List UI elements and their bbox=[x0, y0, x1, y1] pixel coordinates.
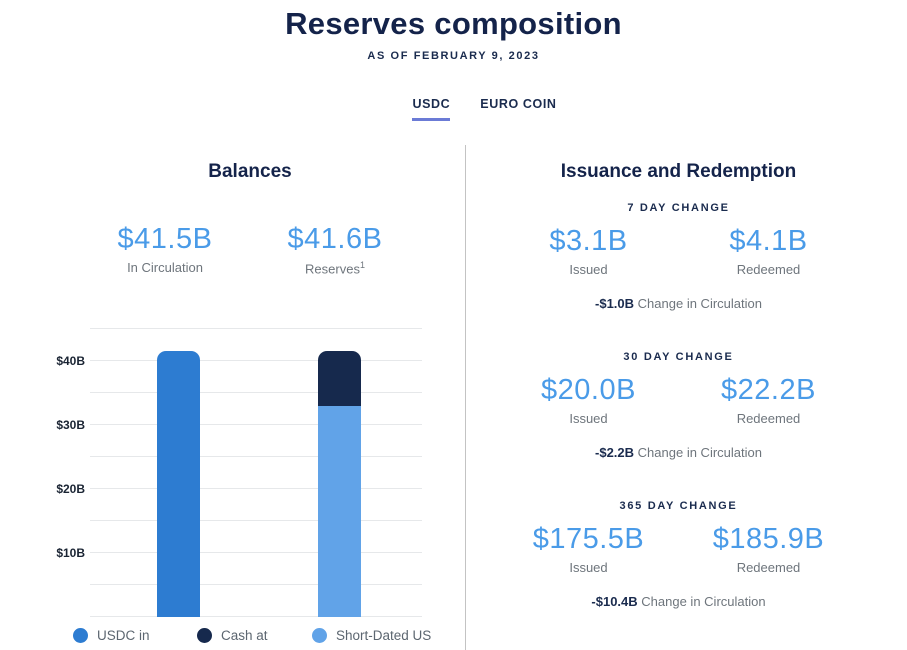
balances-panel: Balances $41.5B In Circulation $41.6B Re… bbox=[35, 145, 465, 276]
bar-segment bbox=[318, 405, 361, 617]
gridline bbox=[90, 520, 422, 521]
y-axis-tick: $10B bbox=[56, 546, 85, 560]
stat-redeemed: $22.2B Redeemed bbox=[679, 374, 859, 426]
change-label: Change in Circulation bbox=[637, 445, 762, 460]
section-7-day-change: 7 DAY CHANGE $3.1B Issued $4.1B Redeemed… bbox=[466, 202, 891, 311]
bar-segment bbox=[318, 350, 361, 406]
gridline bbox=[90, 360, 422, 361]
issued-label: Issued bbox=[569, 411, 608, 426]
stat-redeemed: $4.1B Redeemed bbox=[679, 225, 859, 277]
reserves-value: $41.6B bbox=[287, 223, 383, 255]
change-label: Change in Circulation bbox=[641, 594, 766, 609]
balances-heading: Balances bbox=[208, 161, 292, 182]
balances-stats: $41.5B In Circulation $41.6B Reserves1 bbox=[80, 223, 420, 276]
legend-dot-usdc bbox=[73, 628, 88, 643]
change-value: -$10.4B bbox=[591, 594, 638, 609]
legend-label: Cash at bbox=[221, 628, 268, 643]
issuance-redemption-panel: Issuance and Redemption 7 DAY CHANGE $3.… bbox=[466, 145, 891, 609]
bar-segment bbox=[157, 351, 200, 617]
change-in-circulation: -$1.0B Change in Circulation bbox=[466, 296, 891, 311]
legend-label: USDC in bbox=[97, 628, 150, 643]
section-30-day-change: 30 DAY CHANGE $20.0B Issued $22.2B Redee… bbox=[466, 351, 891, 460]
section-stats: $3.1B Issued $4.1B Redeemed bbox=[499, 225, 859, 277]
gridline bbox=[90, 424, 422, 425]
gridline bbox=[90, 392, 422, 393]
gridline bbox=[90, 584, 422, 585]
legend-dot-treasuries bbox=[312, 628, 327, 643]
bar-reserves bbox=[318, 350, 361, 617]
redeemed-label: Redeemed bbox=[736, 560, 801, 575]
reserves-bar-chart: $10B $20B $30B $40B USDC in Cash at Short-D… bbox=[55, 322, 435, 650]
issued-label: Issued bbox=[569, 560, 608, 575]
issued-value: $20.0B bbox=[541, 374, 636, 406]
redeemed-value: $4.1B bbox=[729, 225, 808, 257]
redeemed-value: $22.2B bbox=[721, 374, 816, 406]
footnote-marker: 1 bbox=[359, 260, 365, 270]
legend-item-cash-at-banks[interactable]: Cash at bbox=[197, 628, 268, 643]
redeemed-label: Redeemed bbox=[736, 262, 801, 277]
change-label: Change in Circulation bbox=[637, 296, 762, 311]
asset-tabs: USDC EURO COIN bbox=[0, 97, 907, 121]
legend-dot-cash bbox=[197, 628, 212, 643]
redeemed-value: $185.9B bbox=[712, 523, 825, 555]
gridline bbox=[90, 488, 422, 489]
stat-redeemed: $185.9B Redeemed bbox=[679, 523, 859, 575]
chart-legend: USDC in Cash at Short-Dated US bbox=[55, 628, 435, 648]
y-axis-tick: $40B bbox=[56, 354, 85, 368]
redeemed-label: Redeemed bbox=[736, 411, 801, 426]
y-axis-tick: $30B bbox=[56, 418, 85, 432]
as-of-date: AS OF FEBRUARY 9, 2023 bbox=[367, 50, 540, 62]
section-header: 30 DAY CHANGE bbox=[623, 351, 734, 363]
gridline bbox=[90, 616, 422, 617]
tab-usdc[interactable]: USDC bbox=[412, 97, 451, 121]
tab-euro-coin[interactable]: EURO COIN bbox=[480, 97, 557, 111]
legend-item-usdc-in-circulation[interactable]: USDC in bbox=[73, 628, 150, 643]
issued-label: Issued bbox=[569, 262, 608, 277]
change-value: -$1.0B bbox=[595, 296, 635, 311]
in-circulation-value: $41.5B bbox=[117, 223, 213, 255]
change-in-circulation: -$10.4B Change in Circulation bbox=[466, 594, 891, 609]
legend-item-short-dated-us-treasuries[interactable]: Short-Dated US bbox=[312, 628, 431, 643]
stat-issued: $175.5B Issued bbox=[499, 523, 679, 575]
in-circulation-label: In Circulation bbox=[127, 260, 203, 275]
reserves-label: Reserves1 bbox=[305, 260, 365, 277]
stat-issued: $3.1B Issued bbox=[499, 225, 679, 277]
issuance-heading: Issuance and Redemption bbox=[560, 161, 797, 182]
issued-value: $3.1B bbox=[549, 225, 628, 257]
bar-chart-plot bbox=[90, 328, 422, 617]
change-value: -$2.2B bbox=[595, 445, 635, 460]
gridline bbox=[90, 552, 422, 553]
section-header: 7 DAY CHANGE bbox=[627, 202, 730, 214]
gridline bbox=[90, 328, 422, 329]
section-365-day-change: 365 DAY CHANGE $175.5B Issued $185.9B Re… bbox=[466, 500, 891, 609]
issued-value: $175.5B bbox=[532, 523, 645, 555]
y-axis-tick: $20B bbox=[56, 482, 85, 496]
bar-circulation bbox=[157, 351, 200, 617]
section-header: 365 DAY CHANGE bbox=[619, 500, 738, 512]
section-stats: $20.0B Issued $22.2B Redeemed bbox=[499, 374, 859, 426]
stat-in-circulation: $41.5B In Circulation bbox=[80, 223, 250, 276]
y-axis-labels: $10B $20B $30B $40B bbox=[55, 329, 85, 617]
stat-issued: $20.0B Issued bbox=[499, 374, 679, 426]
page-title: Reserves composition bbox=[285, 6, 622, 41]
legend-label: Short-Dated US bbox=[336, 628, 432, 643]
section-stats: $175.5B Issued $185.9B Redeemed bbox=[499, 523, 859, 575]
stat-reserves: $41.6B Reserves1 bbox=[250, 223, 420, 276]
change-in-circulation: -$2.2B Change in Circulation bbox=[466, 445, 891, 460]
gridline bbox=[90, 456, 422, 457]
column-divider bbox=[465, 145, 466, 650]
